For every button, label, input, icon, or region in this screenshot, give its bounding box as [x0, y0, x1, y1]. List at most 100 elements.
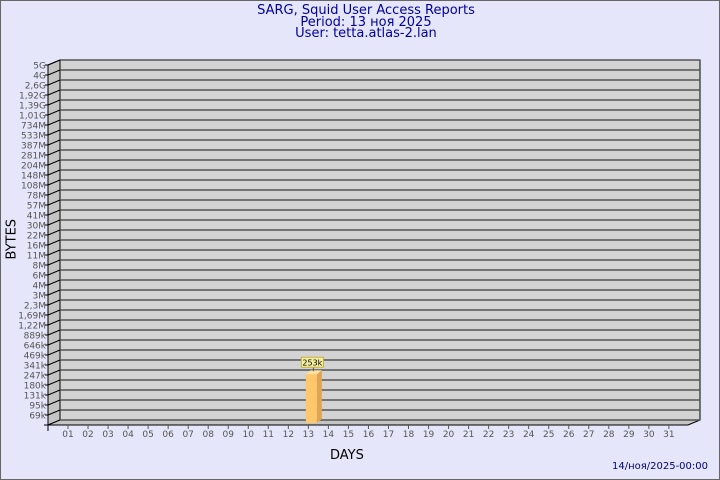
- x-tick-label: 17: [383, 430, 394, 440]
- generated-timestamp: 14/ноя/2025-00:00: [611, 461, 708, 472]
- y-tick-diagonal: [47, 339, 61, 346]
- x-tick-label: 27: [583, 430, 594, 440]
- y-tick-label: 734M: [21, 122, 46, 132]
- y-tick-diagonal: [47, 249, 61, 256]
- y-tick-diagonal: [47, 239, 61, 246]
- x-tick-label: 16: [363, 430, 375, 440]
- bar-top: [305, 370, 322, 375]
- y-tick-label: 533M: [21, 132, 46, 142]
- x-tick-label: 11: [263, 430, 274, 440]
- x-tick-label: 20: [443, 430, 455, 440]
- y-tick-label: 1,92G: [19, 92, 46, 102]
- report-period: Period: 13 ноя 2025: [300, 15, 432, 30]
- y-tick-diagonal: [47, 59, 61, 66]
- x-tick-label: 04: [122, 430, 134, 440]
- y-tick-label: 5G: [33, 62, 46, 72]
- x-tick-label: 21: [463, 430, 474, 440]
- y-tick-diagonal: [47, 259, 61, 266]
- y-tick-diagonal: [47, 319, 61, 326]
- x-tick-label: 10: [243, 430, 255, 440]
- x-tick-label: 12: [283, 430, 294, 440]
- y-tick-diagonal: [47, 159, 61, 166]
- x-tick-label: 19: [423, 430, 435, 440]
- y-tick-diagonal: [47, 139, 61, 146]
- x-tick-label: 08: [202, 430, 214, 440]
- bar-side: [316, 370, 322, 423]
- y-tick-diagonal: [47, 299, 61, 306]
- y-tick-label: 8M: [33, 262, 47, 272]
- y-tick-label: 6M: [33, 272, 47, 282]
- x-tick-label: 07: [182, 430, 193, 440]
- y-tick-label: 341k: [24, 362, 47, 372]
- y-axis-label: BYTES: [4, 218, 20, 260]
- y-tick-label: 131k: [24, 392, 47, 402]
- x-tick-label: 29: [623, 430, 635, 440]
- y-tick-diagonal: [47, 129, 61, 136]
- y-tick-diagonal: [47, 79, 61, 86]
- y-tick-label: 646k: [24, 342, 47, 352]
- y-tick-diagonal: [47, 99, 61, 106]
- x-axis-label: DAYS: [330, 448, 364, 463]
- y-tick-diagonal: [47, 409, 61, 416]
- x-tick-label: 15: [343, 430, 354, 440]
- y-tick-label: 281M: [21, 152, 46, 162]
- y-tick-diagonal: [47, 219, 61, 226]
- y-tick-label: 469k: [24, 352, 47, 362]
- y-tick-label: 889k: [24, 332, 47, 342]
- y-tick-label: 22M: [27, 232, 46, 242]
- y-tick-diagonal: [47, 229, 61, 236]
- bar: [305, 374, 317, 423]
- y-tick-label: 3M: [33, 292, 47, 302]
- y-tick-label: 4G: [33, 72, 46, 82]
- y-tick-diagonal: [47, 379, 61, 386]
- y-tick-label: 2,3M: [24, 302, 46, 312]
- y-tick-label: 30M: [27, 222, 46, 232]
- y-tick-label: 78M: [27, 192, 46, 202]
- x-tick-label: 30: [643, 430, 655, 440]
- y-tick-label: 148M: [21, 172, 46, 182]
- y-tick-diagonal: [47, 169, 61, 176]
- x-tick-label: 02: [82, 430, 93, 440]
- x-tick-label: 23: [503, 430, 514, 440]
- y-tick-label: 95k: [29, 402, 46, 412]
- x-tick-label: 18: [403, 430, 415, 440]
- y-tick-diagonal: [47, 389, 61, 396]
- report-title: SARG, Squid User Access Reports: [257, 3, 475, 18]
- data-label: 253k: [302, 358, 322, 367]
- y-tick-label: 108M: [21, 182, 46, 192]
- x-tick-label: 22: [483, 430, 494, 440]
- y-tick-label: 387M: [21, 142, 46, 152]
- y-tick-diagonal: [47, 199, 61, 206]
- y-tick-diagonal: [47, 329, 61, 336]
- x-tick-label: 03: [102, 430, 113, 440]
- x-tick-label: 13: [303, 430, 314, 440]
- y-tick-diagonal: [47, 89, 61, 96]
- y-tick-diagonal: [47, 179, 61, 186]
- y-tick-label: 1,69M: [18, 312, 46, 322]
- y-tick-label: 247k: [24, 372, 47, 382]
- x-tick-label: 14: [323, 430, 335, 440]
- y-tick-label: 16M: [27, 242, 46, 252]
- y-tick-label: 2,6G: [25, 82, 46, 92]
- y-tick-label: 1,22M: [18, 322, 46, 332]
- y-tick-diagonal: [47, 289, 61, 296]
- y-tick-label: 57M: [27, 202, 46, 212]
- y-tick-diagonal: [47, 109, 61, 116]
- y-tick-diagonal: [47, 189, 61, 196]
- y-tick-label: 204M: [21, 162, 46, 172]
- x-tick-label: 06: [162, 430, 174, 440]
- x-tick-label: 05: [142, 430, 153, 440]
- y-tick-label: 180k: [24, 382, 47, 392]
- x-tick-label: 09: [223, 430, 235, 440]
- y-tick-label: 69k: [29, 412, 46, 422]
- y-tick-diagonal: [47, 209, 61, 216]
- data-label-box: [300, 356, 324, 368]
- x-tick-label: 25: [543, 430, 554, 440]
- y-tick-label: 1,39G: [19, 102, 46, 112]
- y-tick-label: 41M: [27, 212, 46, 222]
- x-tick-label: 28: [603, 430, 615, 440]
- y-tick-diagonal: [47, 359, 61, 366]
- x-tick-label: 31: [663, 430, 674, 440]
- x-tick-label: 24: [523, 430, 535, 440]
